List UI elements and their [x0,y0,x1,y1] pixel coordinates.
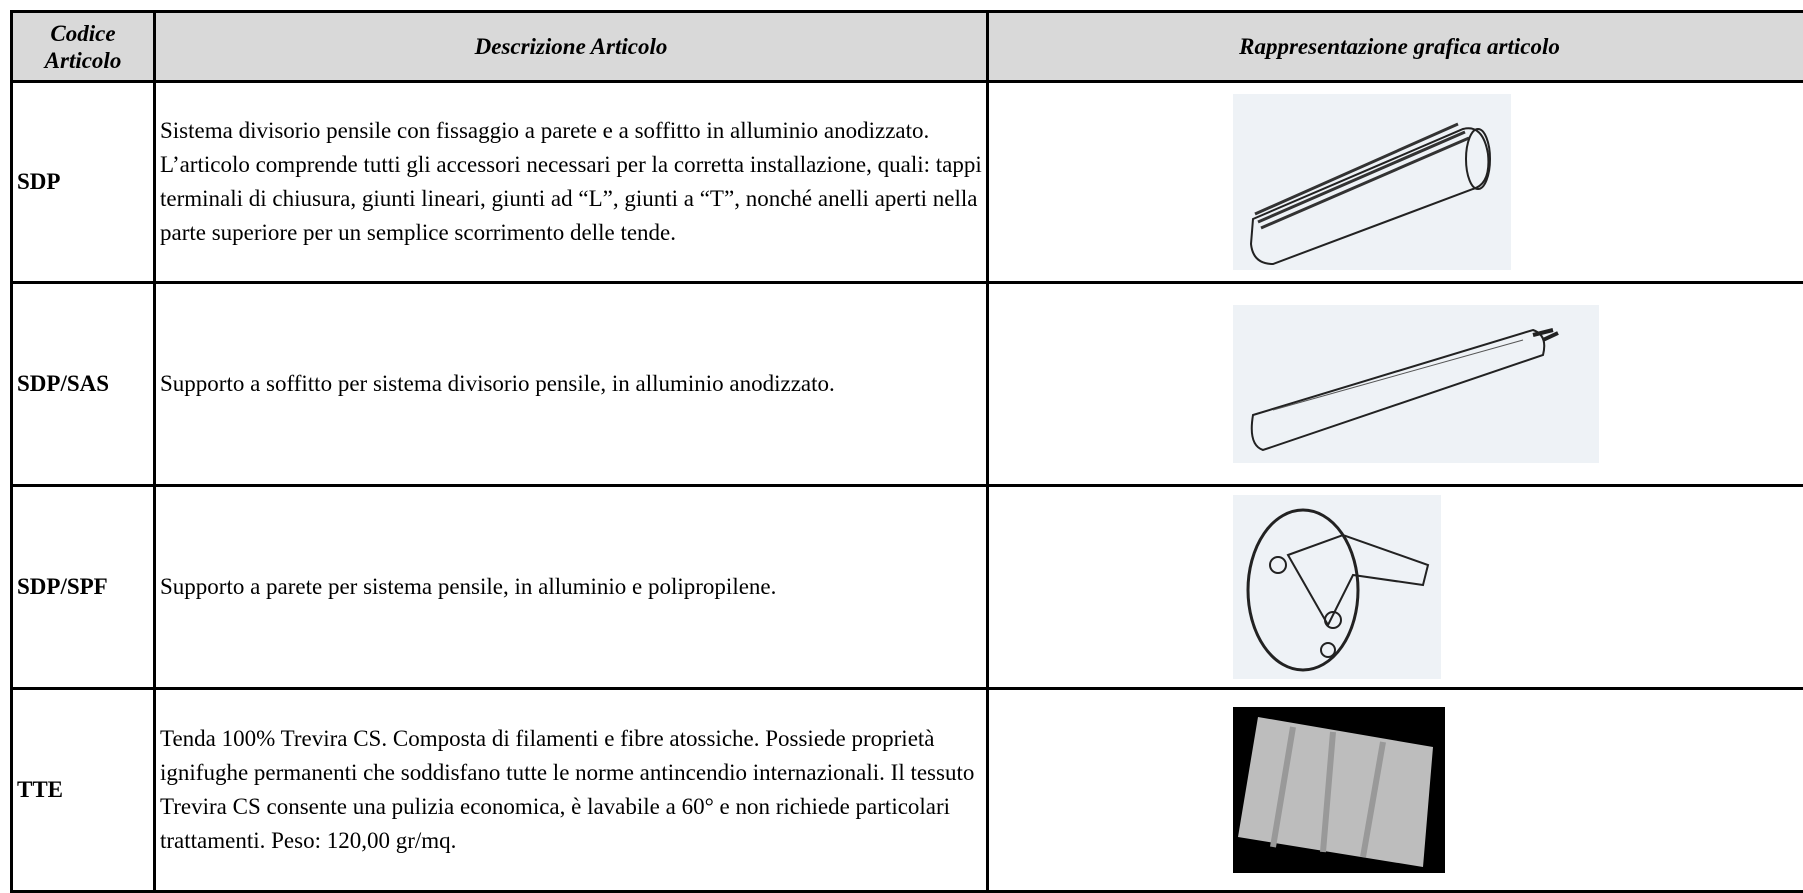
article-row: SDP/SPF Supporto a parete per sistema pen… [10,484,1803,690]
article-row: SDP Sistema divisorio pensile con fissagg… [10,80,1803,284]
article-description: Sistema divisorio pensile con fissaggio … [153,80,989,284]
article-code: SDP/SAS [10,281,156,487]
product-image [1233,94,1511,270]
product-image [1233,305,1599,463]
article-code: SDP [10,80,156,284]
header-cell: Codice Articolo [10,10,156,83]
image-cell [986,484,1803,690]
header-cell: Rappresentazione grafica articolo [986,10,1803,83]
header-row: Codice Articolo Descrizione Articolo Rap… [10,10,1803,83]
image-cell [986,687,1803,893]
article-description: Tenda 100% Trevira CS. Composta di filam… [153,687,989,893]
article-description: Supporto a soffitto per sistema divisori… [153,281,989,487]
header-cell: Descrizione Articolo [153,10,989,83]
image-cell [986,80,1803,284]
image-cell [986,281,1803,487]
article-code: SDP/SPF [10,484,156,690]
article-code: TTE [10,687,156,893]
article-row: SDP/SAS Supporto a soffitto per sistema d… [10,281,1803,487]
article-row: TTE Tenda 100% Trevira CS. Composta di fi… [10,687,1803,893]
article-description: Supporto a parete per sistema pensile, i… [153,484,989,690]
product-image [1233,495,1441,679]
product-image [1233,707,1445,873]
table-body: SDP Sistema divisorio pensile con fissagg… [10,80,1803,893]
article-table: Codice Articolo Descrizione Articolo Rap… [10,10,1803,893]
page: Codice Articolo Descrizione Articolo Rap… [10,10,1803,893]
